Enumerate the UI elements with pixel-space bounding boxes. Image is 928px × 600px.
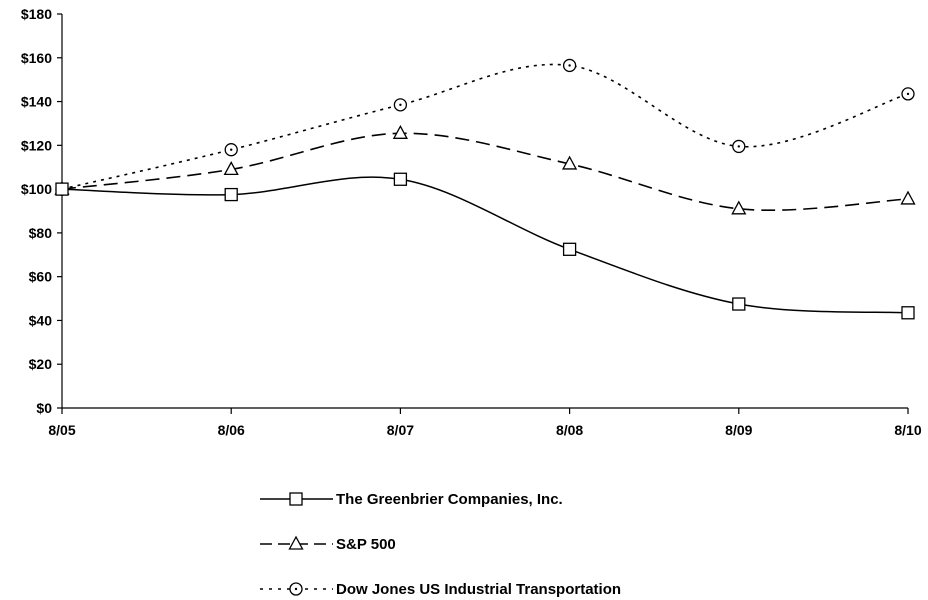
y-tick-label: $40 — [29, 312, 53, 328]
legend-item: The Greenbrier Companies, Inc. — [260, 491, 563, 508]
x-tick-label: 8/08 — [556, 422, 583, 438]
marker-dot — [906, 92, 910, 96]
y-tick-label: $80 — [29, 225, 53, 241]
marker-dot — [568, 64, 571, 67]
y-tick-label: $160 — [21, 50, 52, 66]
marker-dot — [737, 145, 740, 148]
legend-marker — [289, 492, 303, 506]
x-tick-label: 8/05 — [48, 422, 75, 438]
y-tick-label: $100 — [21, 181, 52, 197]
y-tick-label: $140 — [21, 94, 52, 110]
data-point — [392, 124, 408, 139]
marker-dot — [399, 103, 402, 107]
y-tick-label: $0 — [36, 400, 52, 416]
data-point — [562, 155, 578, 170]
series-layer — [54, 58, 916, 320]
y-tick-label: $180 — [21, 6, 52, 22]
data-point — [393, 98, 408, 112]
y-tick-label: $20 — [29, 356, 53, 372]
data-point — [224, 187, 238, 202]
data-point — [393, 172, 408, 186]
axes: $0 $20 $40 $60 $80 $100 $120 $140 $160 $180 8/05 8/… — [21, 6, 922, 438]
x-tick-label: 8/09 — [725, 422, 752, 438]
series-circle — [55, 58, 915, 196]
x-tick-label: 8/06 — [218, 422, 245, 438]
series-square — [55, 172, 915, 320]
legend-label: Dow Jones US Industrial Transportation — [336, 581, 621, 598]
data-point — [732, 297, 746, 311]
marker-dot — [294, 587, 298, 591]
x-tick-label: 8/10 — [894, 422, 921, 438]
marker-dot — [230, 148, 233, 151]
y-tick-label: $60 — [29, 269, 53, 285]
data-point — [224, 143, 238, 157]
data-point — [901, 87, 915, 101]
series-line — [61, 132, 909, 211]
data-point — [223, 161, 239, 176]
legend-item: Dow Jones US Industrial Transportation — [260, 581, 621, 598]
data-point — [901, 306, 915, 320]
data-point — [562, 242, 577, 256]
data-point — [732, 139, 746, 154]
legend-label: The Greenbrier Companies, Inc. — [336, 491, 563, 508]
x-tick-label: 8/07 — [387, 422, 414, 438]
series-line — [61, 63, 909, 190]
legend-marker — [288, 535, 304, 550]
data-point — [900, 190, 916, 205]
series-triangle — [54, 124, 916, 215]
series-line — [61, 176, 909, 314]
legend-label: S&P 500 — [336, 536, 396, 553]
legend: The Greenbrier Companies, Inc. S&P 500 Dow… — [260, 491, 621, 598]
data-point — [55, 182, 69, 196]
y-tick-label: $120 — [21, 137, 52, 153]
legend-item: S&P 500 — [260, 535, 396, 553]
data-point — [562, 58, 577, 73]
data-point — [731, 200, 747, 215]
legend-marker — [289, 582, 303, 596]
